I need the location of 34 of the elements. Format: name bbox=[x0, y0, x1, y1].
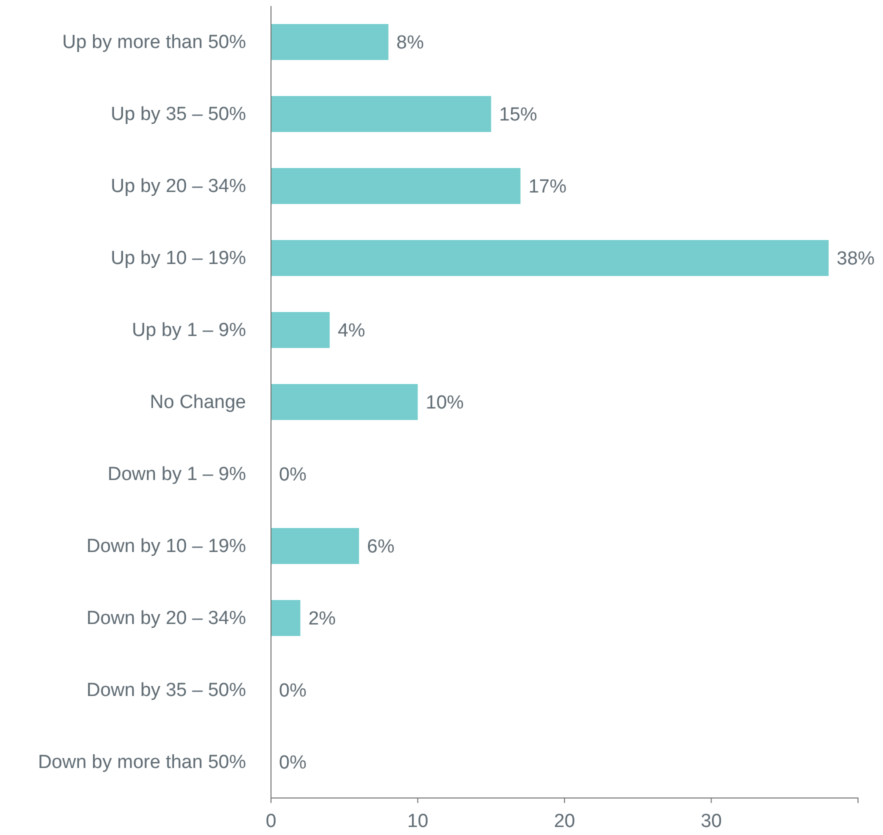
y-tick-label: Up by 10 – 19% bbox=[110, 248, 246, 270]
data-label: 0% bbox=[279, 752, 307, 774]
bar bbox=[271, 312, 330, 348]
y-tick-label: No Change bbox=[150, 392, 246, 414]
y-tick-label: Down by more than 50% bbox=[38, 752, 246, 774]
data-label: 10% bbox=[426, 392, 464, 414]
bar bbox=[271, 168, 520, 204]
data-label: 0% bbox=[279, 680, 307, 702]
x-tick-label: 0 bbox=[266, 810, 276, 832]
x-tick-label: 30 bbox=[700, 810, 722, 832]
y-tick-label: Up by more than 50% bbox=[62, 32, 246, 54]
y-tick-label: Down by 10 – 19% bbox=[86, 536, 246, 558]
bar bbox=[271, 384, 418, 420]
y-tick-label: Down by 1 – 9% bbox=[108, 464, 246, 486]
data-label: 4% bbox=[338, 320, 366, 342]
data-label: 8% bbox=[396, 32, 424, 54]
y-tick-label: Up by 1 – 9% bbox=[132, 320, 246, 342]
y-tick-label: Down by 20 – 34% bbox=[86, 608, 246, 630]
bar bbox=[271, 600, 300, 636]
data-label: 17% bbox=[528, 176, 567, 198]
bar bbox=[271, 96, 492, 132]
x-tick-label: 20 bbox=[554, 810, 576, 832]
data-label: 15% bbox=[499, 104, 538, 126]
bar bbox=[271, 240, 829, 276]
data-label: 2% bbox=[308, 608, 336, 630]
data-label: 6% bbox=[367, 536, 395, 558]
y-tick-label: Down by 35 – 50% bbox=[86, 680, 246, 702]
x-tick-label: 10 bbox=[407, 810, 428, 832]
y-tick-label: Up by 20 – 34% bbox=[110, 176, 246, 198]
bar bbox=[271, 528, 360, 564]
bar bbox=[271, 24, 388, 60]
data-label: 38% bbox=[836, 248, 875, 270]
data-label: 0% bbox=[279, 464, 307, 486]
y-tick-label: Up by 35 – 50% bbox=[110, 104, 246, 126]
